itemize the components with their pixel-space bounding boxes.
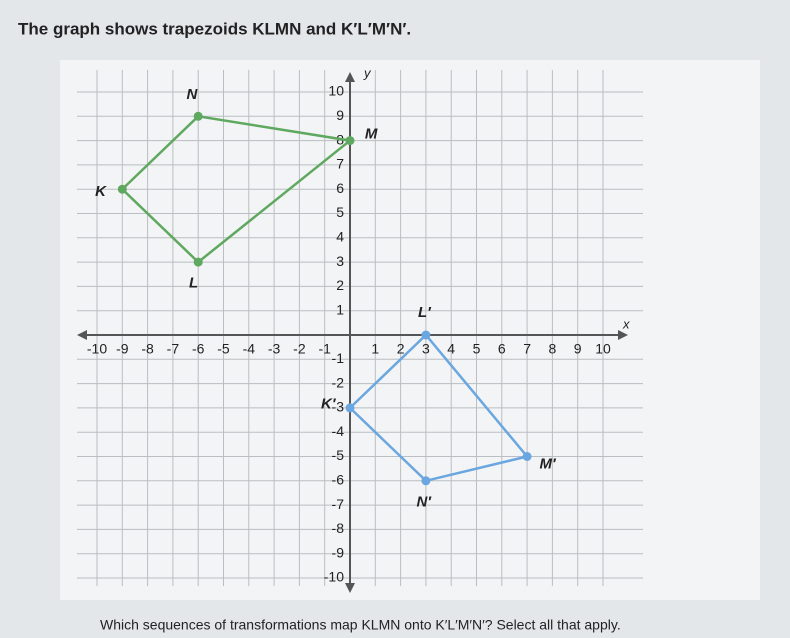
vertex-label: L [189, 275, 198, 292]
y-tick-label: 3 [336, 253, 344, 269]
x-tick-label: -10 [87, 341, 107, 357]
x-tick-label: 3 [422, 341, 430, 357]
y-tick-label: -10 [324, 569, 344, 585]
y-tick-label: 2 [336, 277, 344, 293]
vertex-label: L′ [418, 304, 432, 321]
question: Which sequences of transformations map K… [100, 617, 621, 633]
y-tick-label: -1 [332, 350, 345, 366]
x-tick-label: 7 [523, 341, 531, 357]
x-tick-label: 10 [595, 341, 611, 357]
x-tick-label: -8 [141, 341, 154, 357]
y-tick-label: 7 [336, 156, 344, 172]
x-tick-label: -5 [217, 341, 230, 357]
y-tick-label: -2 [332, 374, 345, 390]
y-tick-label: 5 [336, 204, 344, 220]
y-tick-label: -8 [332, 520, 345, 536]
vertex-label: M [365, 126, 378, 143]
vertex [421, 330, 431, 340]
x-tick-label: 2 [397, 341, 405, 357]
y-tick-label: 9 [336, 107, 344, 123]
x-tick-label: -3 [268, 341, 281, 357]
y-tick-label: -9 [332, 544, 345, 560]
vertex-label: K′ [321, 396, 337, 413]
x-tick-label: 8 [549, 341, 557, 357]
x-tick-label: 6 [498, 341, 506, 357]
x-tick-label: -6 [192, 341, 205, 357]
x-tick-label: -9 [116, 341, 129, 357]
x-tick-label: -1 [318, 341, 331, 357]
y-tick-label: 4 [336, 229, 344, 245]
vertex [193, 111, 203, 121]
vertex-label: N′ [416, 494, 432, 511]
vertex [522, 452, 532, 461]
y-tick-label: 6 [336, 180, 344, 196]
y-tick-label: 10 [328, 83, 344, 99]
x-tick-label: 9 [574, 341, 582, 357]
x-tick-label: -4 [243, 341, 256, 357]
title: The graph shows trapezoids KLMN and K′L′… [18, 19, 411, 38]
x-tick-label: -2 [293, 341, 306, 357]
vertex-label: M′ [539, 456, 556, 473]
vertex [345, 136, 355, 146]
vertex [421, 476, 431, 486]
y-tick-label: -4 [332, 423, 345, 439]
graph-area [60, 60, 760, 600]
x-tick-label: 1 [371, 341, 379, 357]
x-tick-label: 4 [447, 341, 455, 357]
vertex-label: K [95, 183, 107, 200]
vertex [193, 257, 203, 267]
x-axis-label: x [622, 316, 630, 331]
x-tick-label: 5 [473, 341, 481, 357]
x-tick-label: -7 [167, 341, 180, 357]
vertex [117, 184, 127, 194]
y-tick-label: -3 [332, 399, 345, 415]
y-tick-label: -5 [332, 447, 345, 463]
vertex-label: N [186, 86, 198, 103]
vertex [345, 403, 355, 413]
y-tick-label: 1 [336, 301, 344, 317]
y-tick-label: -6 [332, 472, 345, 488]
y-axis-label: y [363, 65, 372, 80]
y-tick-label: -7 [332, 496, 345, 512]
